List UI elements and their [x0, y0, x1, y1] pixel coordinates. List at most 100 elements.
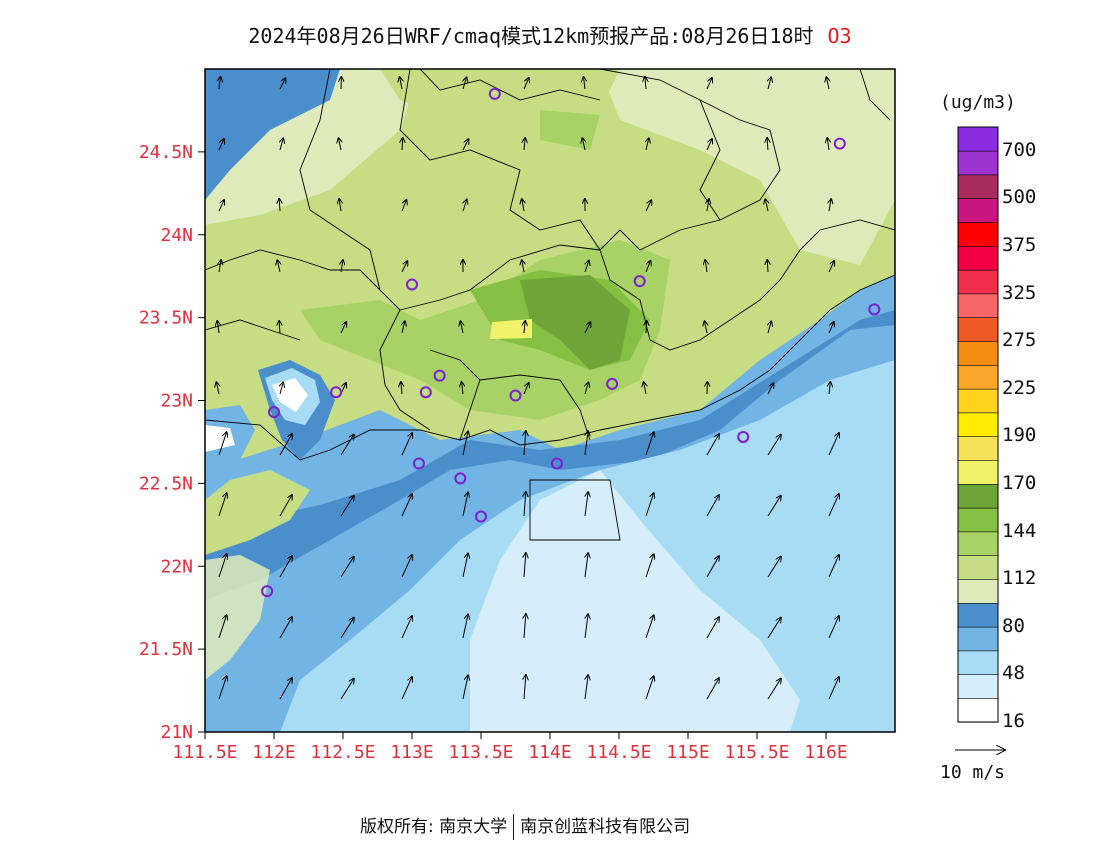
wind-vector [584, 322, 590, 334]
wind-vector [523, 78, 529, 90]
wind-vector [219, 260, 221, 273]
wind-vector [828, 616, 839, 639]
wind-vector [341, 260, 343, 273]
wind-vector [218, 676, 227, 700]
wind-vector [585, 675, 588, 700]
wind-vector [585, 261, 589, 273]
station-marker [268, 406, 280, 419]
wind-vector [828, 322, 834, 334]
colorbar-segment [957, 697, 999, 723]
wind-vector [524, 675, 526, 700]
colorbar-segment [957, 626, 999, 652]
lat-tick-label: 23.5N [139, 308, 193, 329]
wind-vector [218, 200, 224, 212]
colorbar-label: 275 [1002, 329, 1037, 352]
wind-vector [462, 615, 468, 639]
colorbar [957, 126, 999, 723]
colorbar-segment [957, 388, 999, 414]
lon-tick-label: 114.5E [586, 742, 651, 763]
wind-vector [767, 260, 768, 273]
colorbar-segment [957, 126, 999, 152]
colorbar-label: 700 [1002, 138, 1037, 161]
colorbar-label: 225 [1002, 376, 1037, 399]
lon-tick-label: 112E [252, 742, 295, 763]
wind-vector [524, 138, 525, 151]
wind-vector [280, 382, 283, 395]
wind-vector [401, 555, 412, 578]
colorbar-segment [957, 269, 999, 295]
wind-vector [705, 260, 707, 273]
wind-vector [279, 495, 292, 517]
wind-vector [706, 139, 712, 151]
wind-vector [706, 556, 719, 578]
wind-vector [585, 614, 588, 639]
colorbar-label: 500 [1002, 186, 1037, 209]
wind-vector [401, 382, 402, 395]
wind-vector [401, 200, 406, 212]
station-marker [261, 585, 274, 598]
wind-vector [829, 199, 831, 212]
footer: 版权所有: 南京大学 南京创蓝科技有限公司 [360, 812, 690, 840]
wind-vector [340, 435, 354, 456]
station-marker [454, 472, 467, 485]
wind-vector [279, 678, 292, 700]
station-marker [433, 369, 446, 382]
colorbar-segment [957, 150, 999, 176]
wind-vector [829, 382, 830, 395]
lat-tick-label: 21.5N [139, 639, 193, 660]
wind-vector [645, 432, 654, 456]
wind-vector [279, 199, 280, 212]
colorbar-segment [957, 531, 999, 556]
lon-tick-label: 113.5E [448, 742, 513, 763]
lat-tick-label: 23N [160, 391, 193, 412]
lat-tick-label: 24.5N [139, 142, 193, 163]
wind-vector [706, 434, 719, 456]
wind-vector [828, 555, 839, 578]
station-marker [412, 457, 425, 470]
wind-vector [646, 138, 649, 151]
wind-vector [767, 435, 781, 456]
wind-vector [767, 618, 781, 639]
wind-vector [460, 321, 463, 334]
wind-vector [585, 553, 588, 578]
colorbar-segment [957, 602, 999, 628]
wind-vector [645, 676, 654, 700]
wind-vector [706, 617, 719, 639]
wind-vector [706, 495, 719, 517]
colorbar-segment [957, 650, 999, 675]
colorbar-label: 112 [1002, 567, 1037, 590]
wind-vector [828, 677, 839, 700]
colorbar-segment [957, 174, 999, 200]
wind-vector [462, 554, 468, 578]
wind-vector [401, 494, 412, 517]
lat-tick-label: 22N [160, 556, 193, 577]
station-marker [406, 278, 418, 291]
wind-vector [765, 199, 768, 212]
wind-vector [582, 138, 585, 151]
wind-vector [218, 493, 227, 517]
colorbar-segment [957, 459, 999, 485]
colorbar-label: 375 [1002, 234, 1037, 256]
colorbar-segment [957, 674, 999, 699]
wind-vector [524, 553, 526, 578]
wind-vector [827, 138, 829, 151]
wind-vector [401, 433, 412, 456]
concentration-field [205, 69, 895, 732]
wind-vector [218, 615, 227, 639]
wind-vector [522, 260, 524, 273]
wind-vector [646, 321, 647, 334]
colorbar-segment [957, 293, 999, 319]
wind-vector [340, 322, 346, 334]
wind-vector [767, 557, 781, 578]
wind-vector [584, 77, 586, 90]
station-marker [419, 386, 432, 399]
colorbar-label: 325 [1002, 281, 1037, 304]
wind-vector [340, 557, 354, 578]
wind-vector [339, 199, 341, 212]
wind-vector [402, 138, 403, 151]
wind-vector [828, 494, 839, 517]
wind-vector [462, 676, 468, 700]
wind-vector [401, 677, 412, 700]
colorbar-label: 144 [1002, 519, 1037, 542]
wind-vector [523, 383, 529, 395]
